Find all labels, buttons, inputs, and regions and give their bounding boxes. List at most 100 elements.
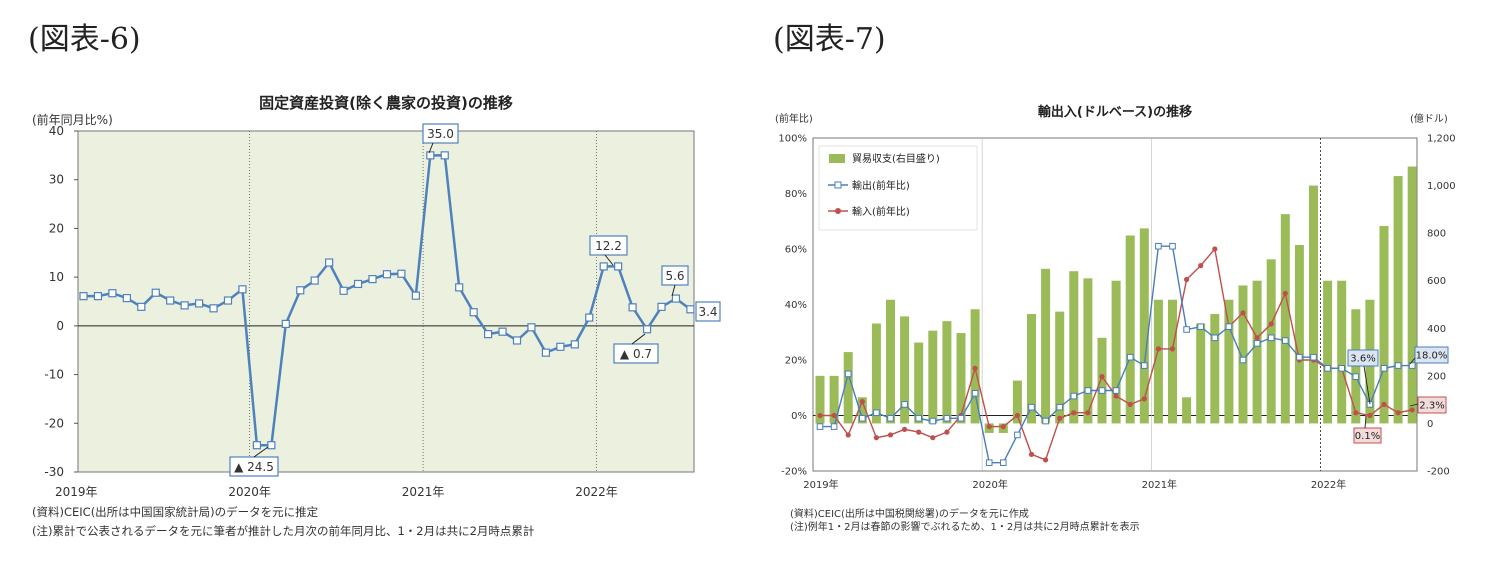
import-point bbox=[1028, 451, 1035, 457]
annotation-3-4-box bbox=[695, 301, 721, 322]
fixed-asset-investment-chart: 固定資産投資(除く農家の投資)の推移 (前年同月比%) 40 30 20 10 0 -10… bbox=[32, 94, 721, 499]
annotation-leader bbox=[1409, 357, 1416, 365]
import-point bbox=[1113, 393, 1119, 399]
trade-balance-bar bbox=[1027, 314, 1036, 424]
y-tick-label-left: 60% bbox=[785, 245, 807, 256]
import-point bbox=[1282, 290, 1288, 296]
import-point bbox=[1141, 396, 1147, 402]
data-point bbox=[223, 296, 233, 305]
data-point bbox=[180, 301, 189, 310]
y-tick-label-right: -200 bbox=[1427, 467, 1450, 478]
trade-balance-bar bbox=[1069, 271, 1079, 424]
import-point bbox=[817, 412, 823, 419]
export-point bbox=[1239, 356, 1247, 364]
annotation-leader bbox=[1363, 365, 1371, 405]
export-point bbox=[1042, 417, 1049, 425]
y-tick-label: -20 bbox=[44, 416, 64, 430]
export-point bbox=[873, 409, 880, 417]
right-footnote: (注)例年1・2月は春節の影響でぶれるため、1・2月は共に2月時点累計を表示 bbox=[790, 522, 1140, 533]
data-point bbox=[368, 274, 377, 284]
data-point bbox=[122, 293, 131, 303]
import-point bbox=[1254, 335, 1260, 341]
export-point bbox=[1084, 387, 1092, 394]
trade-balance-bar bbox=[1280, 214, 1290, 424]
data-point bbox=[527, 323, 536, 332]
export-point bbox=[887, 414, 894, 422]
import-point bbox=[1155, 346, 1161, 352]
import-point bbox=[1043, 457, 1049, 463]
data-point bbox=[614, 262, 623, 271]
annotation-leader bbox=[631, 333, 646, 345]
data-point bbox=[541, 348, 551, 357]
trade-balance-bar bbox=[1125, 235, 1135, 424]
trade-balance-bar bbox=[1266, 259, 1276, 424]
annotation-5-6-label: 5.6 bbox=[665, 269, 684, 283]
export-point bbox=[1000, 459, 1007, 466]
import-point bbox=[1085, 410, 1091, 416]
trade-balance-bar bbox=[1393, 176, 1403, 424]
import-point bbox=[1198, 263, 1204, 269]
export-point bbox=[816, 423, 824, 430]
data-point bbox=[628, 303, 637, 312]
data-point bbox=[382, 270, 392, 279]
data-point bbox=[556, 342, 565, 351]
import-point bbox=[1014, 412, 1021, 419]
y-tick-label-right: 400 bbox=[1427, 324, 1446, 335]
import-point bbox=[1184, 276, 1190, 283]
x-tick-label: 2021年 bbox=[402, 485, 445, 499]
data-point bbox=[339, 286, 348, 295]
import-point bbox=[1099, 374, 1105, 380]
export-point bbox=[1338, 365, 1346, 372]
trade-balance-bar bbox=[871, 323, 881, 424]
annotation-35-box bbox=[422, 123, 459, 144]
export-point bbox=[915, 414, 923, 422]
import-point bbox=[1409, 407, 1415, 413]
figure-label-right: (図表-7) bbox=[773, 22, 886, 57]
x-tick-label: 2022年 bbox=[575, 485, 618, 499]
trade-balance-bar bbox=[900, 316, 910, 424]
import-point bbox=[1381, 401, 1387, 407]
export-point bbox=[1211, 334, 1219, 342]
import-point bbox=[831, 412, 837, 419]
export-point bbox=[1197, 323, 1205, 330]
trade-balance-bar bbox=[956, 333, 966, 424]
y-axis-label-left: (前年比) bbox=[775, 112, 813, 125]
export-point bbox=[1056, 403, 1064, 411]
export-point bbox=[1352, 373, 1360, 380]
data-point bbox=[252, 441, 261, 450]
export-point bbox=[830, 423, 838, 430]
import-point bbox=[1127, 401, 1133, 407]
data-point bbox=[151, 288, 160, 297]
annotation-35-label: 35.0 bbox=[427, 127, 454, 141]
annotation-export-18-label: 18.0% bbox=[1416, 351, 1448, 362]
y-tick-label-left: 80% bbox=[785, 189, 807, 200]
legend-import-label: 輸入(前年比) bbox=[852, 205, 910, 218]
import-point bbox=[1071, 410, 1077, 416]
import-point bbox=[1395, 410, 1401, 416]
export-point bbox=[1225, 323, 1233, 330]
import-point bbox=[986, 424, 992, 430]
annotation-3-4-label: 3.4 bbox=[698, 305, 717, 319]
export-point bbox=[943, 414, 951, 422]
data-point bbox=[93, 292, 103, 301]
y-tick-label: 20 bbox=[49, 221, 64, 235]
import-point bbox=[916, 429, 922, 435]
y-tick-label: -30 bbox=[44, 465, 64, 479]
data-point bbox=[686, 305, 695, 314]
import-point bbox=[1353, 410, 1359, 416]
annotation-neg24-label: ▲ 24.5 bbox=[234, 460, 274, 474]
trade-balance-bar bbox=[1168, 299, 1177, 424]
legend-export-marker bbox=[834, 181, 842, 189]
data-point bbox=[570, 340, 579, 349]
annotation-leader bbox=[1364, 415, 1367, 429]
y-tick-label: 0 bbox=[56, 319, 64, 333]
y-tick-label: 30 bbox=[49, 173, 64, 187]
annotation-12-box bbox=[589, 235, 628, 256]
data-point bbox=[426, 151, 435, 160]
export-point bbox=[1014, 431, 1021, 439]
y-tick-label-right: 600 bbox=[1427, 276, 1446, 287]
import-point bbox=[930, 435, 936, 441]
y-axis-label: (前年同月比%) bbox=[32, 112, 113, 127]
data-point bbox=[195, 299, 204, 308]
